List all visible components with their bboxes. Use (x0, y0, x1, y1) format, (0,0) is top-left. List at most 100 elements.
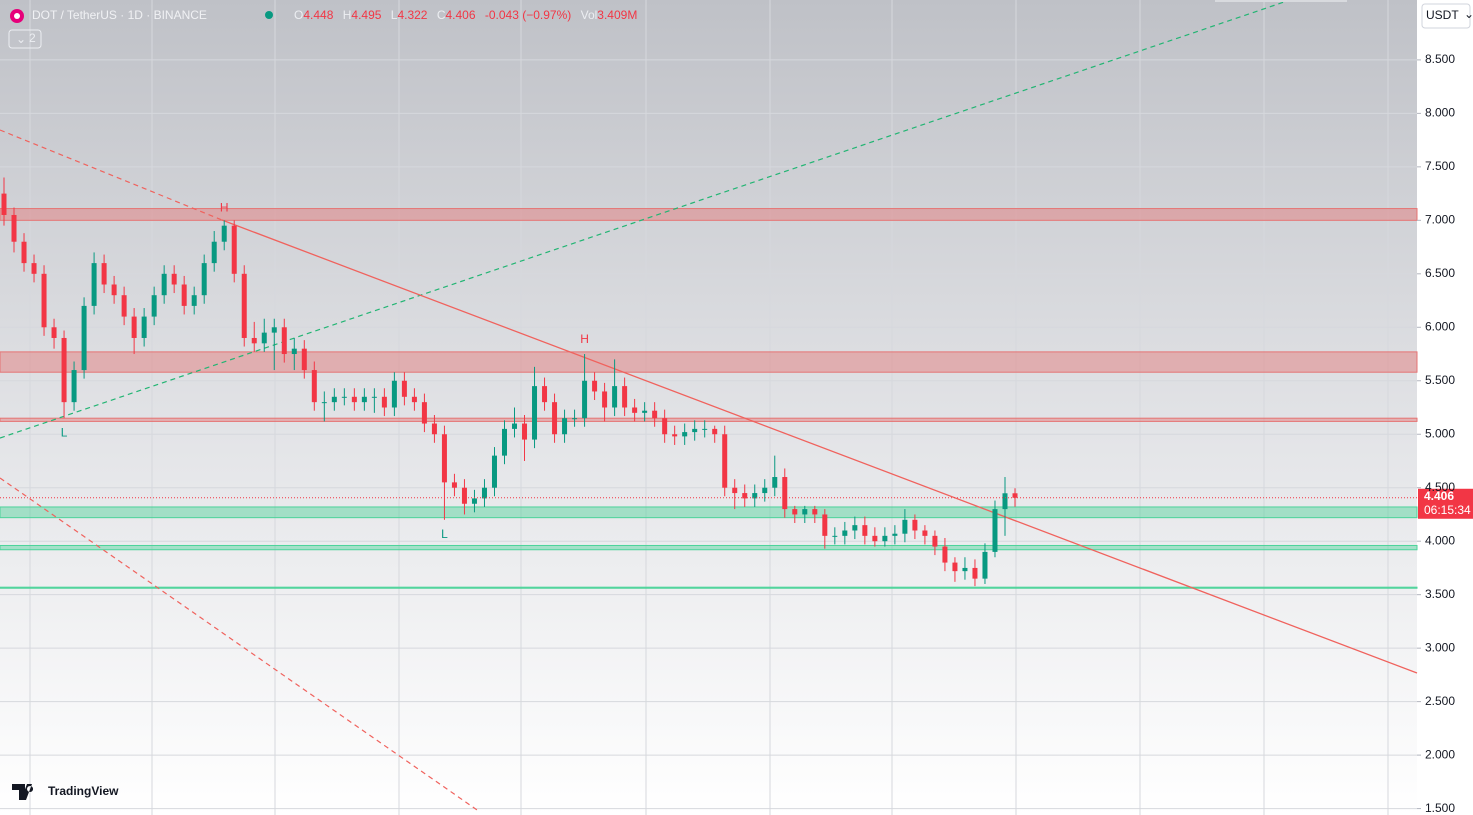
candle-body (572, 418, 578, 420)
pattern-label: L (441, 527, 448, 541)
indicator-count: 2 (29, 31, 36, 45)
candle-body (261, 332, 267, 344)
candles (1, 177, 1018, 587)
legend-value: 3.409M (597, 8, 637, 22)
candle-body (141, 316, 147, 338)
candle-body (802, 509, 808, 515)
vertical-grid (29, 0, 1389, 815)
candle-body (201, 263, 207, 296)
y-tick-label: 2.000 (1425, 747, 1455, 761)
brand: TradingView (48, 784, 119, 798)
candle-body (932, 535, 938, 547)
y-tick-label: 8.000 (1425, 106, 1455, 120)
candle-body (842, 530, 848, 536)
last-price: 4.406 (1424, 489, 1454, 503)
candle-body (752, 493, 758, 499)
candle-body (602, 391, 608, 408)
pattern-label: H (580, 332, 589, 346)
candle-body (111, 284, 117, 296)
candle-body (782, 477, 788, 510)
legend-label: O (294, 8, 303, 22)
candle-body (862, 525, 868, 536)
candle-body (592, 380, 598, 392)
candle-body (31, 263, 37, 274)
candle-body (161, 273, 167, 296)
price-axis-background (1417, 0, 1473, 815)
zone (0, 208, 1418, 221)
currency-button[interactable] (1421, 3, 1471, 29)
countdown: 06:15:34 (1424, 503, 1471, 517)
candle-body (722, 434, 728, 488)
indicator-toggle[interactable] (8, 29, 42, 49)
candle-body (622, 386, 628, 408)
legend-value: 4.322 (397, 8, 427, 22)
candle-body (381, 396, 387, 408)
candle-body (121, 295, 127, 317)
market-status (265, 11, 273, 19)
candle-body (231, 225, 237, 274)
candle-body (421, 402, 427, 424)
trendline (0, 477, 481, 813)
legend-value: 4.406 (446, 8, 476, 22)
legend-change: -0.043 (−0.97%) (485, 8, 571, 22)
candle-body (471, 498, 477, 504)
candle-body (251, 337, 257, 344)
last-price-badge (1418, 488, 1473, 519)
legend-label: C (437, 8, 446, 22)
candle-body (391, 380, 397, 408)
trendline (0, 129, 223, 221)
candle-body (852, 525, 858, 531)
candle-body (451, 482, 457, 488)
candle-body (401, 380, 407, 397)
candle-body (952, 562, 958, 572)
trendlines (0, 0, 1418, 813)
candle-body (11, 214, 17, 242)
candle-body (361, 396, 367, 403)
candle-body (351, 396, 357, 403)
candle-body (71, 370, 77, 403)
candle-body (271, 327, 277, 333)
candle-body (181, 284, 187, 306)
legend-label: Vol (581, 8, 598, 22)
trendline (0, 0, 1291, 439)
symbol-title[interactable]: DOT / TetherUS · 1D · BINANCE (32, 8, 207, 22)
candle-body (902, 519, 908, 534)
candle-body (962, 567, 968, 572)
y-tick-label: 2.500 (1425, 694, 1455, 708)
trendline (221, 219, 1418, 674)
zone (0, 586, 1418, 589)
candle-body (171, 273, 177, 285)
symbol-icon-inner (14, 13, 20, 19)
y-tick-label: 3.500 (1425, 587, 1455, 601)
zones (0, 208, 1418, 589)
candle-body (532, 386, 538, 440)
ohlc-legend: O4.448 H4.495 L4.322 C4.406 -0.043 (−0.9… (294, 8, 637, 22)
candle-body (682, 432, 688, 437)
y-tick-label: 6.000 (1425, 319, 1455, 333)
y-tick-label: 5.000 (1425, 426, 1455, 440)
legend-label: L (391, 8, 398, 22)
candle-body (942, 546, 948, 563)
candle-body (441, 434, 447, 483)
candle-body (371, 396, 377, 398)
candle-body (522, 423, 528, 440)
candle-body (301, 348, 307, 371)
zone (0, 544, 1418, 551)
zone (0, 506, 1418, 519)
chevron: ⌄ (16, 32, 26, 46)
toolbar-edge (1215, 0, 1347, 2)
candle-body (612, 386, 618, 408)
candle-body (61, 337, 67, 403)
currency: USDT (1426, 8, 1459, 22)
candle-body (792, 509, 798, 515)
y-tick-label: 6.500 (1425, 266, 1455, 280)
candle-body (892, 533, 898, 536)
candle-body (1, 193, 7, 215)
candle-body (241, 273, 247, 338)
candle-body (81, 305, 87, 371)
candle-body (762, 487, 768, 494)
candle-body (151, 295, 157, 317)
y-tick-label: 8.500 (1425, 52, 1455, 66)
